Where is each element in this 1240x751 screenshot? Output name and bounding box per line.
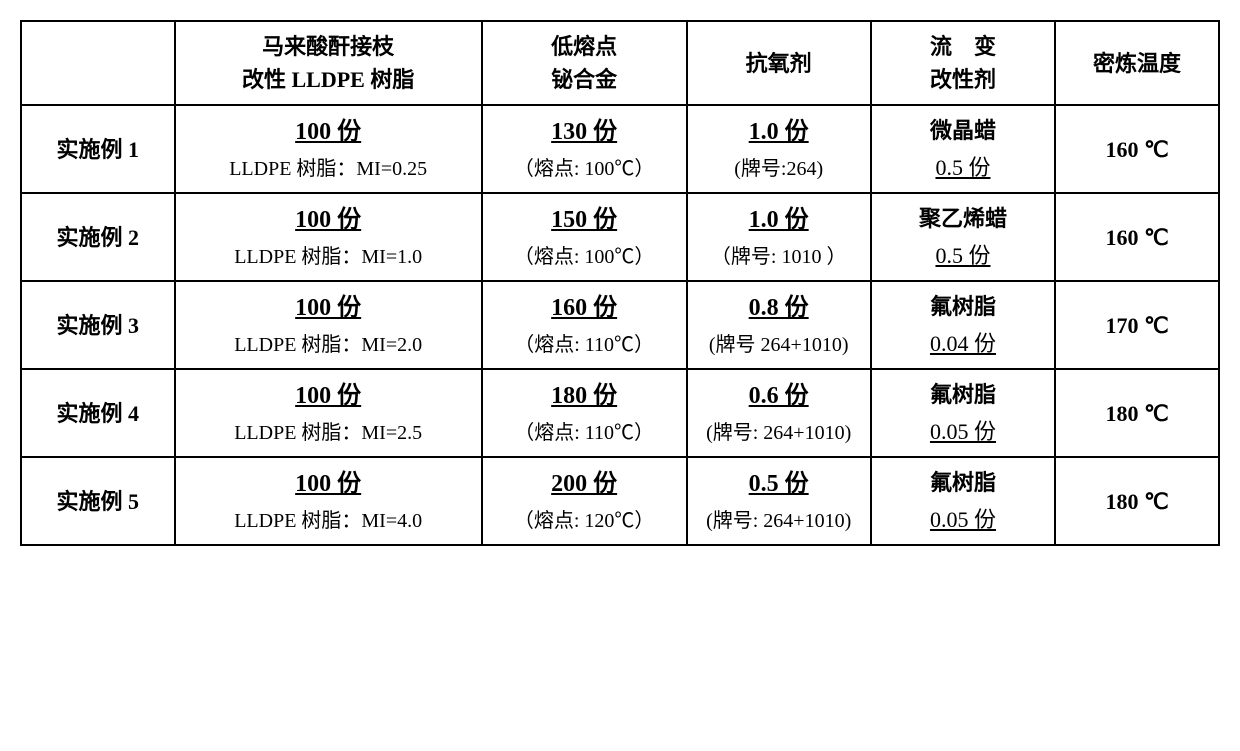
resin-detail: LLDPE 树脂：MI=4.0 <box>180 506 477 536</box>
antiox-detail: (牌号: 264+1010) <box>692 418 866 448</box>
resin-detail: LLDPE 树脂：MI=2.0 <box>180 330 477 360</box>
modifier-amount: 0.04 份 <box>876 327 1050 360</box>
antiox-amount: 1.0 份 <box>692 114 866 150</box>
alloy-amount: 150 份 <box>487 202 682 238</box>
alloy-detail: （熔点: 100℃） <box>487 242 682 272</box>
header-modifier-l1: 流 变 <box>930 34 996 59</box>
cell-alloy: 160 份 （熔点: 110℃） <box>482 281 687 369</box>
cell-modifier: 微晶蜡 0.5 份 <box>871 105 1055 193</box>
resin-amount: 100 份 <box>180 202 477 238</box>
antiox-detail: （牌号: 1010 ） <box>692 242 866 272</box>
row-label: 实施例 2 <box>21 193 175 281</box>
table-row: 实施例 5100 份 LLDPE 树脂：MI=4.0 200 份 （熔点: 120℃）… <box>21 457 1219 545</box>
alloy-detail: （熔点: 100℃） <box>487 154 682 184</box>
cell-antiox: 0.5 份 (牌号: 264+1010) <box>687 457 871 545</box>
cell-resin: 100 份 LLDPE 树脂：MI=0.25 <box>175 105 482 193</box>
cell-antiox: 1.0 份 (牌号:264) <box>687 105 871 193</box>
alloy-amount: 130 份 <box>487 114 682 150</box>
data-table: 马来酸酐接枝 改性 LLDPE 树脂 低熔点 铋合金 抗氧剂 流 变 改性剂 密… <box>20 20 1220 546</box>
cell-antiox: 0.8 份 (牌号 264+1010) <box>687 281 871 369</box>
antiox-amount: 0.6 份 <box>692 378 866 414</box>
row-label: 实施例 1 <box>21 105 175 193</box>
header-temp: 密炼温度 <box>1055 21 1219 105</box>
header-resin-l2: 改性 LLDPE 树脂 <box>242 67 414 92</box>
table-row: 实施例 3100 份 LLDPE 树脂：MI=2.0 160 份 （熔点: 110℃）… <box>21 281 1219 369</box>
cell-antiox: 1.0 份 （牌号: 1010 ） <box>687 193 871 281</box>
cell-temp: 180 ℃ <box>1055 457 1219 545</box>
row-label: 实施例 5 <box>21 457 175 545</box>
cell-temp: 170 ℃ <box>1055 281 1219 369</box>
header-empty <box>21 21 175 105</box>
cell-temp: 180 ℃ <box>1055 369 1219 457</box>
cell-alloy: 130 份 （熔点: 100℃） <box>482 105 687 193</box>
antiox-detail: (牌号:264) <box>692 154 866 184</box>
cell-modifier: 氟树脂 0.05 份 <box>871 457 1055 545</box>
cell-modifier: 聚乙烯蜡 0.5 份 <box>871 193 1055 281</box>
header-resin-l1: 马来酸酐接枝 <box>262 34 394 59</box>
alloy-detail: （熔点: 120℃） <box>487 506 682 536</box>
resin-detail: LLDPE 树脂：MI=1.0 <box>180 242 477 272</box>
cell-temp: 160 ℃ <box>1055 105 1219 193</box>
cell-alloy: 200 份 （熔点: 120℃） <box>482 457 687 545</box>
alloy-amount: 180 份 <box>487 378 682 414</box>
alloy-detail: （熔点: 110℃） <box>487 330 682 360</box>
alloy-amount: 200 份 <box>487 466 682 502</box>
header-modifier: 流 变 改性剂 <box>871 21 1055 105</box>
antiox-amount: 0.5 份 <box>692 466 866 502</box>
resin-amount: 100 份 <box>180 114 477 150</box>
cell-modifier: 氟树脂 0.04 份 <box>871 281 1055 369</box>
modifier-amount: 0.05 份 <box>876 503 1050 536</box>
modifier-amount: 0.5 份 <box>876 239 1050 272</box>
modifier-name: 微晶蜡 <box>876 114 1050 147</box>
header-antiox: 抗氧剂 <box>687 21 871 105</box>
header-alloy-l1: 低熔点 <box>551 34 617 59</box>
modifier-name: 氟树脂 <box>876 466 1050 499</box>
antiox-amount: 1.0 份 <box>692 202 866 238</box>
table-row: 实施例 2100 份 LLDPE 树脂：MI=1.0 150 份 （熔点: 100℃）… <box>21 193 1219 281</box>
resin-amount: 100 份 <box>180 378 477 414</box>
alloy-detail: （熔点: 110℃） <box>487 418 682 448</box>
modifier-amount: 0.05 份 <box>876 415 1050 448</box>
table-row: 实施例 4100 份 LLDPE 树脂：MI=2.5 180 份 （熔点: 110℃）… <box>21 369 1219 457</box>
modifier-amount: 0.5 份 <box>876 151 1050 184</box>
antiox-detail: (牌号 264+1010) <box>692 330 866 360</box>
cell-antiox: 0.6 份 (牌号: 264+1010) <box>687 369 871 457</box>
header-alloy-l2: 铋合金 <box>551 67 617 92</box>
row-label: 实施例 3 <box>21 281 175 369</box>
cell-resin: 100 份 LLDPE 树脂：MI=4.0 <box>175 457 482 545</box>
cell-temp: 160 ℃ <box>1055 193 1219 281</box>
table-row: 实施例 1100 份 LLDPE 树脂：MI=0.25 130 份 （熔点: 100℃… <box>21 105 1219 193</box>
header-alloy: 低熔点 铋合金 <box>482 21 687 105</box>
row-label: 实施例 4 <box>21 369 175 457</box>
modifier-name: 氟树脂 <box>876 290 1050 323</box>
cell-alloy: 180 份 （熔点: 110℃） <box>482 369 687 457</box>
resin-amount: 100 份 <box>180 290 477 326</box>
cell-resin: 100 份 LLDPE 树脂：MI=1.0 <box>175 193 482 281</box>
resin-amount: 100 份 <box>180 466 477 502</box>
antiox-amount: 0.8 份 <box>692 290 866 326</box>
cell-resin: 100 份 LLDPE 树脂：MI=2.0 <box>175 281 482 369</box>
resin-detail: LLDPE 树脂：MI=2.5 <box>180 418 477 448</box>
header-row: 马来酸酐接枝 改性 LLDPE 树脂 低熔点 铋合金 抗氧剂 流 变 改性剂 密… <box>21 21 1219 105</box>
modifier-name: 氟树脂 <box>876 378 1050 411</box>
resin-detail: LLDPE 树脂：MI=0.25 <box>180 154 477 184</box>
antiox-detail: (牌号: 264+1010) <box>692 506 866 536</box>
alloy-amount: 160 份 <box>487 290 682 326</box>
header-modifier-l2: 改性剂 <box>930 67 996 92</box>
cell-resin: 100 份 LLDPE 树脂：MI=2.5 <box>175 369 482 457</box>
cell-modifier: 氟树脂 0.05 份 <box>871 369 1055 457</box>
modifier-name: 聚乙烯蜡 <box>876 202 1050 235</box>
cell-alloy: 150 份 （熔点: 100℃） <box>482 193 687 281</box>
header-resin: 马来酸酐接枝 改性 LLDPE 树脂 <box>175 21 482 105</box>
